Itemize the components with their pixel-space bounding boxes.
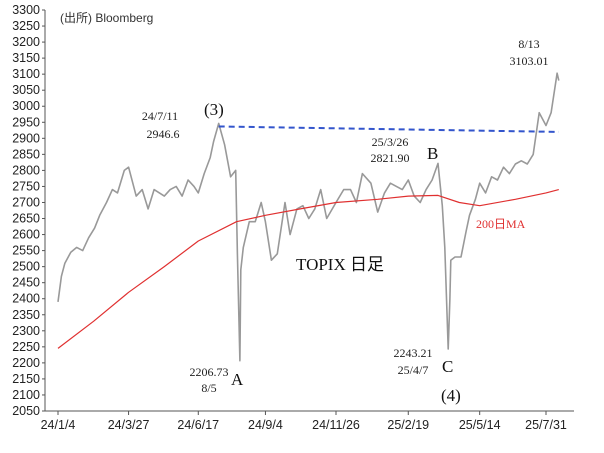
y-tick-label: 2050 <box>12 404 40 418</box>
point-c-value: 2243.21 <box>394 346 433 360</box>
source-note: (出所) Bloomberg <box>60 11 153 25</box>
y-tick-label: 3150 <box>12 51 40 65</box>
y-tick-label: 2150 <box>12 372 40 386</box>
x-tick-label: 25/2/19 <box>387 418 429 432</box>
y-tick-label: 3200 <box>12 35 40 49</box>
resistance-trendline <box>218 125 559 133</box>
y-tick-label: 2600 <box>12 228 40 242</box>
point-b-label: B <box>427 144 438 163</box>
point-b-date: 25/3/26 <box>372 135 409 149</box>
y-tick-label: 2900 <box>12 131 40 145</box>
y-tick-label: 3100 <box>12 67 40 81</box>
peak-3-label: (3) <box>204 100 224 119</box>
x-tick-label: 24/11/26 <box>312 418 360 432</box>
x-tick-label: 24/3/27 <box>108 418 150 432</box>
y-tick-label: 2350 <box>12 308 40 322</box>
ma-label: 200日MA <box>476 217 526 231</box>
chart-title: TOPIX 日足 <box>296 255 384 274</box>
y-tick-label: 2650 <box>12 212 40 226</box>
x-tick-label: 24/9/4 <box>248 418 283 432</box>
x-ticks: 24/1/4 24/3/27 24/6/17 24/9/4 24/11/26 25/2/1… <box>41 411 567 432</box>
ma200-line <box>57 189 559 349</box>
y-tick-label: 2700 <box>12 195 40 209</box>
y-tick-label: 2850 <box>12 147 40 161</box>
y-tick-label: 2400 <box>12 292 40 306</box>
latest-date: 8/13 <box>518 37 539 51</box>
y-tick-label: 3050 <box>12 83 40 97</box>
axes <box>44 10 574 412</box>
y-tick-label: 2550 <box>12 244 40 258</box>
y-tick-label: 2950 <box>12 115 40 129</box>
topix-price-line <box>57 72 560 362</box>
peak-3-value: 2946.6 <box>147 127 180 141</box>
series-layer <box>57 72 560 362</box>
y-tick-label: 2100 <box>12 388 40 402</box>
y-tick-label: 2800 <box>12 163 40 177</box>
x-tick-label: 24/1/4 <box>41 418 76 432</box>
wave-4-label: (4) <box>441 386 461 405</box>
x-tick-label: 25/7/31 <box>525 418 567 432</box>
y-tick-label: 2200 <box>12 356 40 370</box>
point-a-date: 8/5 <box>201 381 216 395</box>
latest-value: 3103.01 <box>510 54 549 68</box>
y-tick-label: 3000 <box>12 99 40 113</box>
point-a-label: A <box>231 370 244 389</box>
y-tick-label: 3250 <box>12 19 40 33</box>
annotations: (出所) Bloomberg TOPIX 日足 (3) 24/7/11 2946… <box>60 11 549 405</box>
y-tick-label: 2300 <box>12 324 40 338</box>
y-ticks: 2050 2100 2150 2200 2250 2300 2350 2400 2450 2500… <box>12 3 45 418</box>
point-c-label: C <box>442 357 453 376</box>
y-tick-label: 2250 <box>12 340 40 354</box>
y-tick-label: 2500 <box>12 260 40 274</box>
point-c-date: 25/4/7 <box>398 363 429 377</box>
peak-3-date: 24/7/11 <box>142 109 178 123</box>
x-tick-label: 25/5/14 <box>459 418 501 432</box>
x-tick-label: 24/6/17 <box>177 418 219 432</box>
y-tick-label: 3300 <box>12 3 40 17</box>
point-b-value: 2821.90 <box>371 151 410 165</box>
y-tick-label: 2750 <box>12 179 40 193</box>
point-a-value: 2206.73 <box>190 365 229 379</box>
y-tick-label: 2450 <box>12 276 40 290</box>
